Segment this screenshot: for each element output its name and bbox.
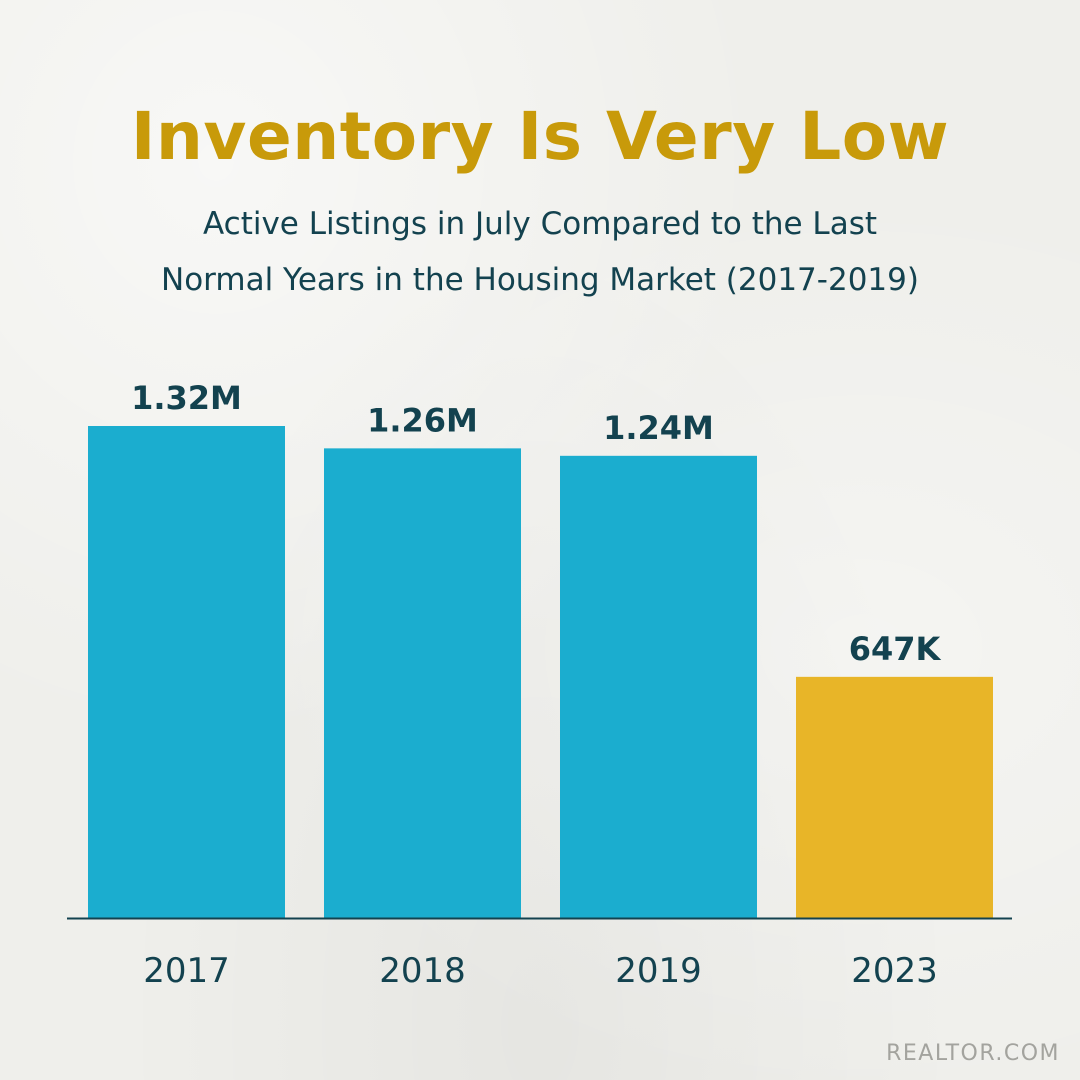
bar-2018 [324,448,521,918]
bar-2019 [560,455,757,918]
chart-subtitle-line-1: Active Listings in July Compared to the … [202,206,878,242]
value-label-2019: 1.24M [603,409,714,447]
source-credit: REALTOR.COM [886,1041,1060,1066]
bar-2023 [796,676,993,918]
value-label-2018: 1.26M [367,401,478,439]
bar-2017 [88,426,285,918]
value-label-2017: 1.32M [131,379,242,417]
chart-title: Inventory Is Very Low [130,98,950,175]
value-label-2023: 647K [849,630,942,668]
category-label-2017: 2017 [143,951,230,991]
category-label-2019: 2019 [615,951,702,991]
chart-subtitle: Active Listings in July Compared to the … [0,196,1080,308]
chart-subtitle-line-2: Normal Years in the Housing Market (2017… [161,262,919,298]
category-label-2018: 2018 [379,951,466,991]
category-label-2023: 2023 [851,951,938,991]
